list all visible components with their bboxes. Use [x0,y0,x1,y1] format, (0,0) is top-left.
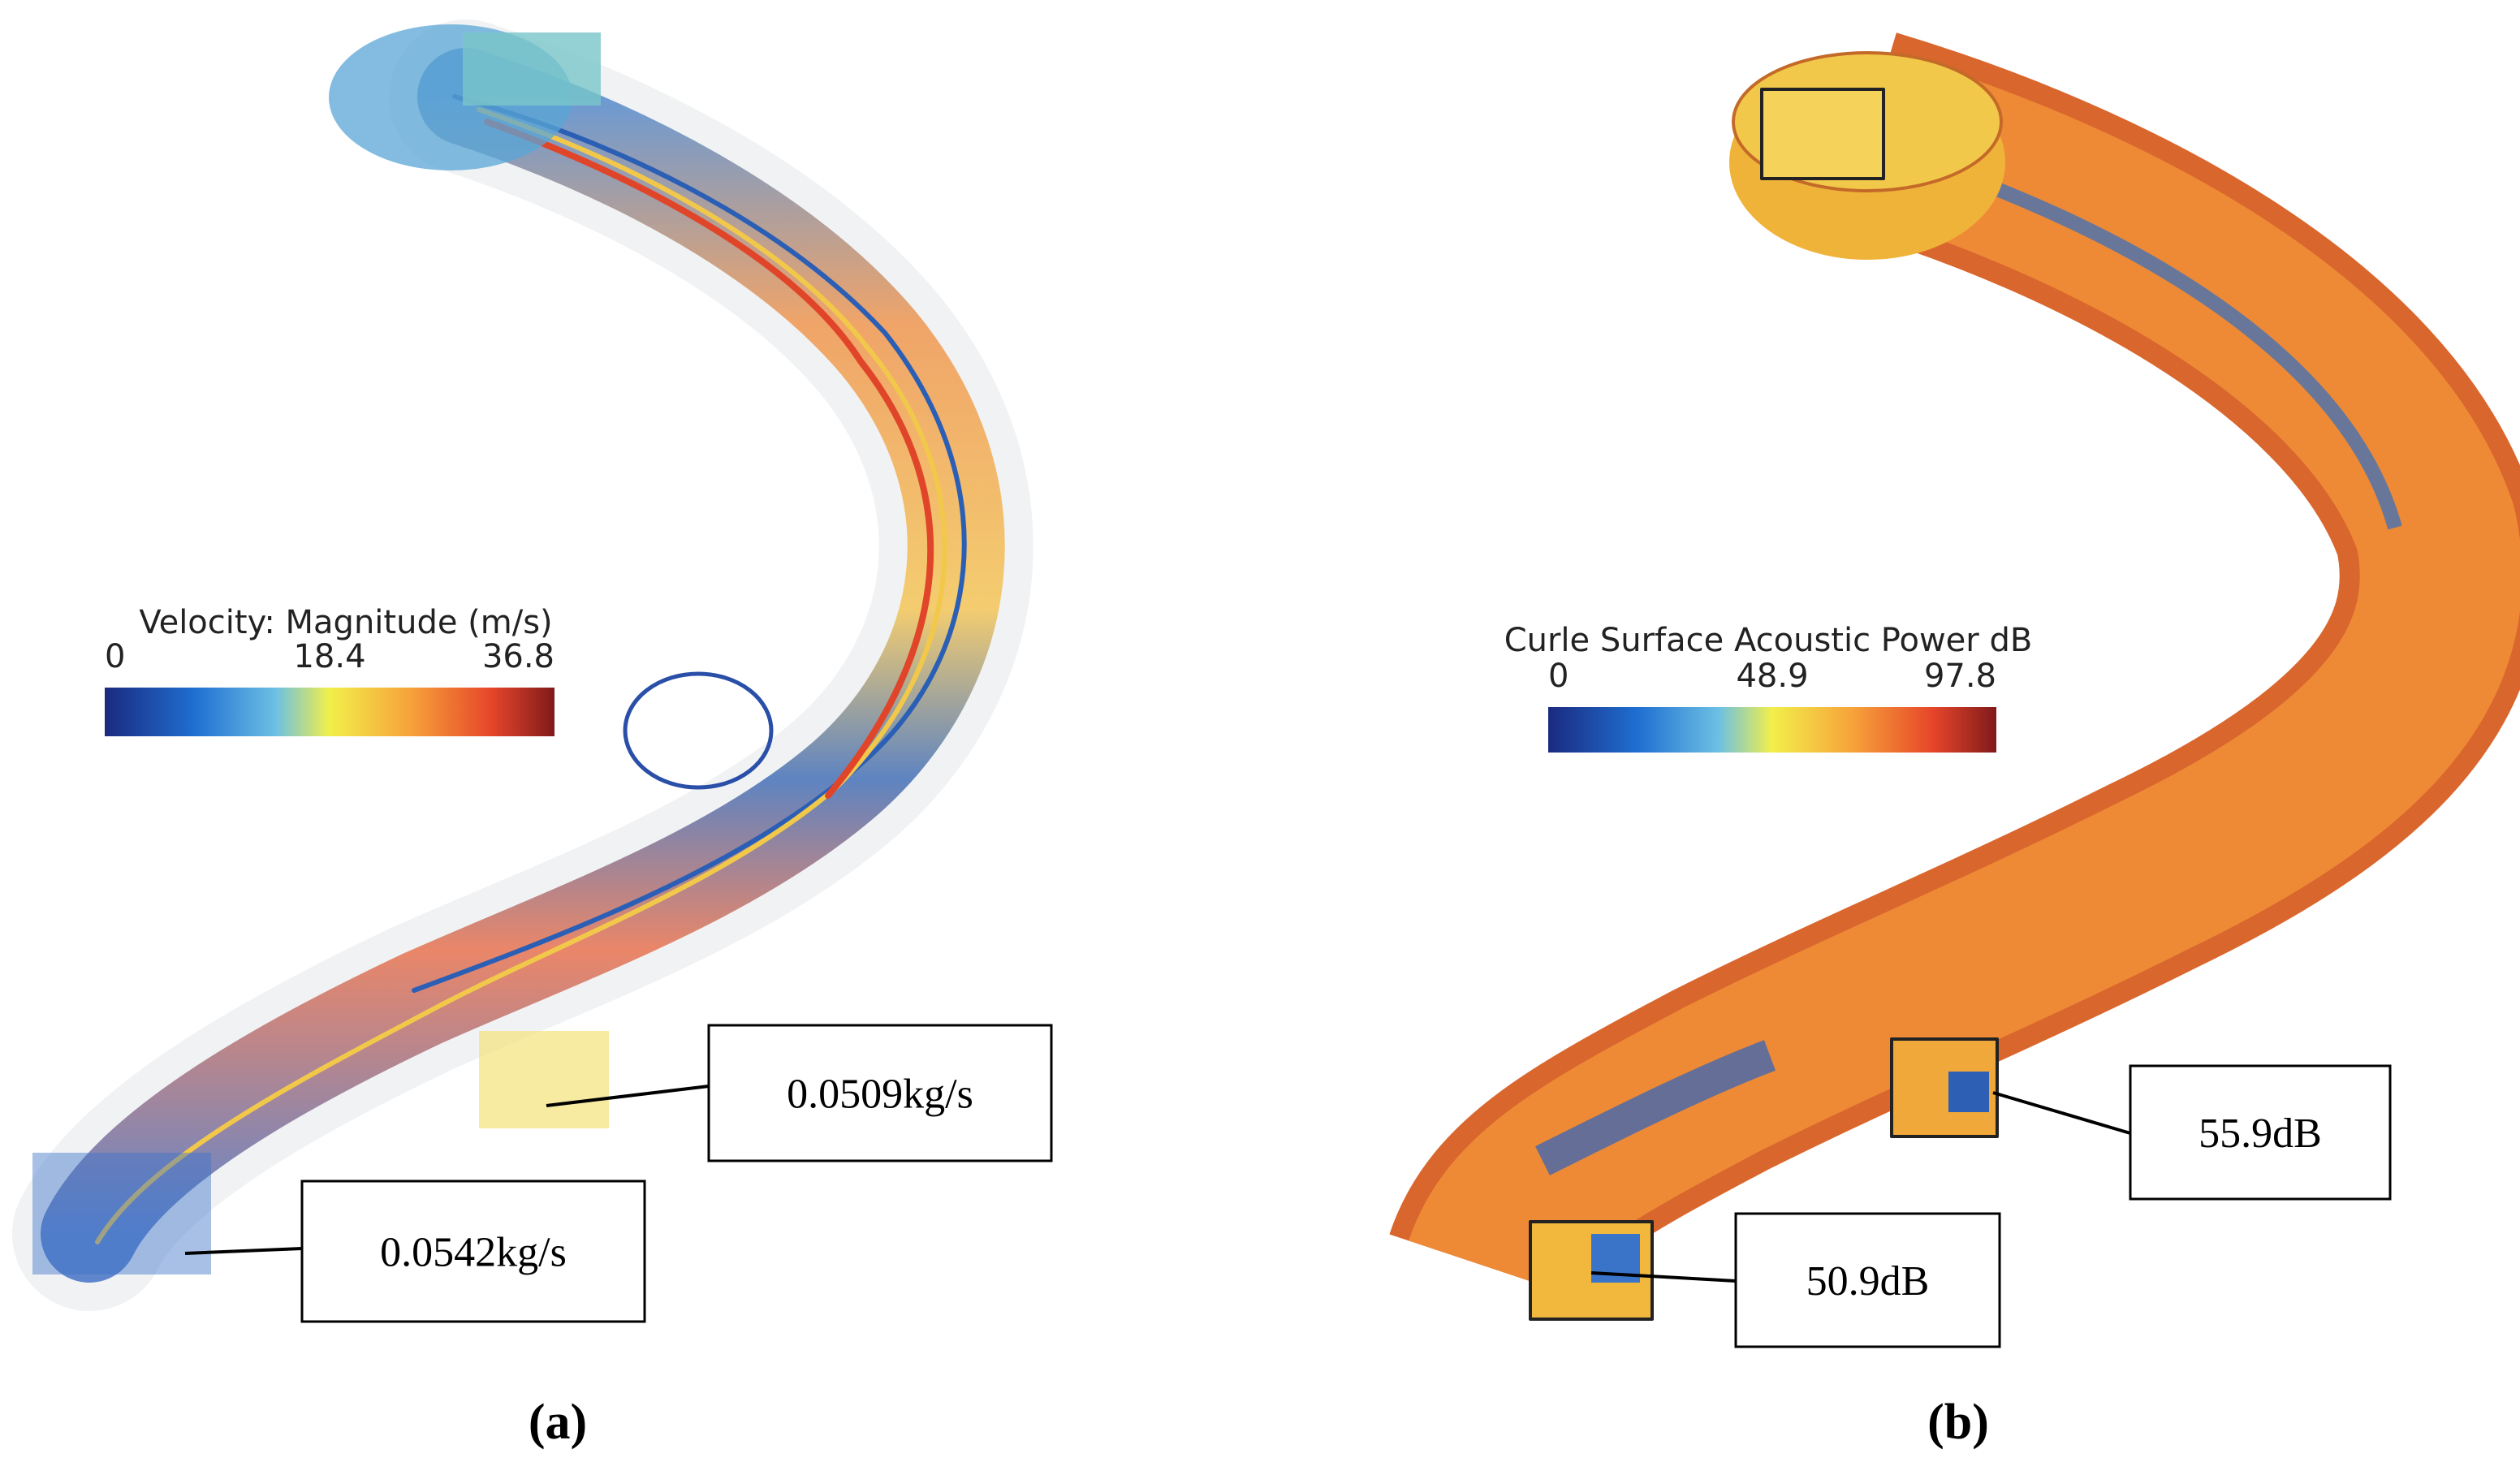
colorbar-tick-label: 0 [105,638,125,675]
callout-box [707,1024,1053,1162]
leader-line [1992,1091,2131,1135]
colorbar-title: Curle Surface Acoustic Power dB [1504,622,2033,659]
overlay: Velocity: Magnitude (m/s) 0 18.4 36.8 0.0509… [105,604,2392,1450]
leader-line [184,1247,303,1255]
leader-line [546,1085,710,1107]
colorbar [105,688,554,736]
callout-label: 50.9dB [1806,1258,1930,1305]
colorbar-tick-label: 36.8 [482,638,554,675]
callout-label: 0.0509kg/s [787,1072,973,1118]
colorbar-tick-label: 48.9 [1736,658,1808,695]
panel-caption: (a) [529,1395,587,1450]
leader-line [1590,1271,1737,1283]
colorbar-title: Velocity: Magnitude (m/s) [139,604,552,641]
surface-render [1389,32,2520,1321]
callout-box [2129,1064,2392,1201]
colorbar-tick-label: 0 [1548,658,1569,695]
callout-box [1734,1212,2001,1348]
streamline-render [12,19,1033,1311]
callout-label: 0.0542kg/s [380,1230,567,1276]
colorbar-tick-label: 18.4 [293,638,365,675]
colorbar-tick-label: 97.8 [1924,658,1996,695]
callout-box [300,1180,646,1323]
colorbar [1548,707,1996,753]
callout-label: 55.9dB [2199,1111,2322,1157]
panel-caption: (b) [1927,1395,1989,1450]
